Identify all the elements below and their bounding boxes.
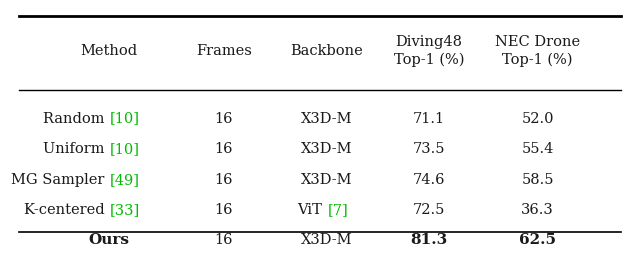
- Text: 16: 16: [215, 142, 233, 155]
- Text: Backbone: Backbone: [290, 44, 363, 58]
- Text: [7]: [7]: [328, 203, 348, 216]
- Text: 74.6: 74.6: [413, 172, 445, 186]
- Text: 62.5: 62.5: [519, 232, 556, 246]
- Text: 72.5: 72.5: [413, 203, 445, 216]
- Text: Uniform: Uniform: [43, 142, 109, 155]
- Text: ViT: ViT: [297, 203, 326, 216]
- Text: [33]: [33]: [110, 203, 140, 216]
- Text: NEC Drone
Top-1 (%): NEC Drone Top-1 (%): [495, 35, 580, 67]
- Text: Frames: Frames: [196, 44, 252, 58]
- Text: 16: 16: [215, 111, 233, 125]
- Text: 16: 16: [215, 172, 233, 186]
- Text: 73.5: 73.5: [413, 142, 445, 155]
- Text: 16: 16: [215, 203, 233, 216]
- Text: Method: Method: [80, 44, 138, 58]
- Text: 52.0: 52.0: [522, 111, 554, 125]
- Text: Diving48
Top-1 (%): Diving48 Top-1 (%): [394, 35, 464, 67]
- Text: X3D-M: X3D-M: [301, 111, 352, 125]
- Text: [10]: [10]: [110, 111, 140, 125]
- Text: [10]: [10]: [110, 142, 140, 155]
- Text: Random: Random: [43, 111, 109, 125]
- Text: MG Sampler: MG Sampler: [11, 172, 109, 186]
- Text: K-centered: K-centered: [24, 203, 109, 216]
- Text: 58.5: 58.5: [522, 172, 554, 186]
- Text: Ours: Ours: [88, 232, 129, 246]
- Text: X3D-M: X3D-M: [301, 142, 352, 155]
- Text: X3D-M: X3D-M: [301, 232, 352, 246]
- Text: [49]: [49]: [110, 172, 140, 186]
- Text: 55.4: 55.4: [522, 142, 554, 155]
- Text: 16: 16: [215, 232, 233, 246]
- Text: 71.1: 71.1: [413, 111, 445, 125]
- Text: 36.3: 36.3: [521, 203, 554, 216]
- Text: X3D-M: X3D-M: [301, 172, 352, 186]
- Text: 81.3: 81.3: [410, 232, 447, 246]
